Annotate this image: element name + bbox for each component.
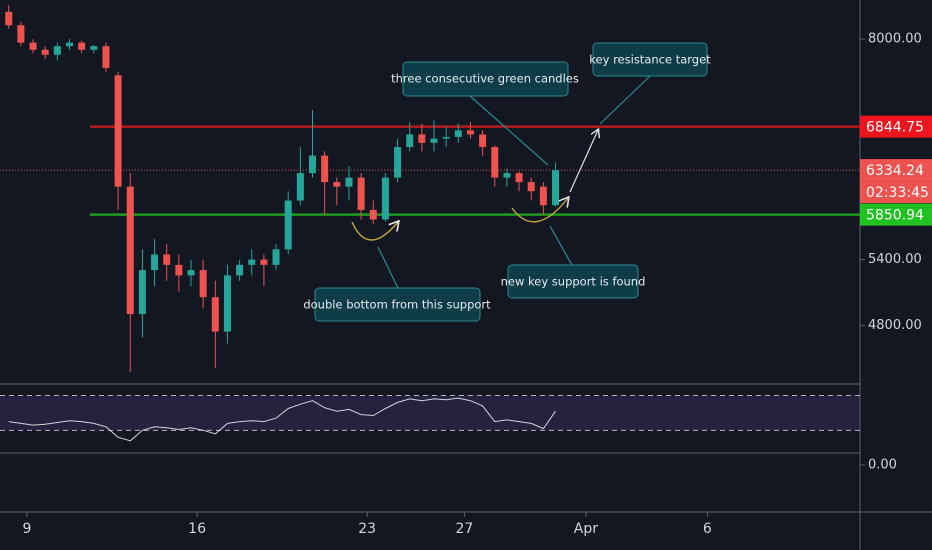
callout-box bbox=[402, 61, 569, 97]
curve-arrow bbox=[511, 198, 568, 223]
y-tick-label: 5400.00 bbox=[868, 252, 922, 267]
x-tick-label: 23 bbox=[358, 521, 376, 537]
x-tick-label: 16 bbox=[188, 521, 206, 537]
candle-body bbox=[284, 200, 292, 250]
y-tick-label: 4800.00 bbox=[868, 318, 922, 333]
candle-body bbox=[296, 173, 304, 201]
y-tick-label: 8000.00 bbox=[868, 32, 922, 47]
candle-body bbox=[552, 170, 560, 206]
candle-body bbox=[175, 264, 183, 276]
candle-body bbox=[491, 147, 499, 178]
candle-body bbox=[90, 46, 98, 50]
candle-body bbox=[114, 75, 122, 187]
candle-body bbox=[53, 46, 61, 55]
callout-pointer bbox=[599, 75, 651, 125]
x-tick-label: 6 bbox=[703, 521, 712, 537]
candle-body bbox=[211, 297, 219, 332]
candle-body bbox=[333, 182, 341, 187]
candle-body bbox=[163, 254, 171, 265]
candle-body bbox=[138, 270, 146, 315]
candle-body bbox=[503, 173, 511, 178]
price-label: 6334.24 bbox=[866, 163, 924, 179]
candle-body bbox=[357, 177, 365, 210]
candle-body bbox=[479, 134, 487, 148]
candle-body bbox=[151, 254, 159, 271]
callout-text: new key support is found bbox=[501, 275, 646, 289]
candle-body bbox=[369, 209, 377, 220]
callout-box bbox=[507, 264, 639, 299]
candle-body bbox=[260, 259, 268, 265]
callout-text: three consecutive green candles bbox=[391, 72, 579, 86]
candle-body bbox=[223, 275, 231, 332]
candle-body bbox=[41, 49, 49, 55]
candle-body bbox=[187, 270, 195, 276]
candle-body bbox=[5, 11, 13, 26]
candle-body bbox=[248, 259, 256, 265]
target-arrow bbox=[569, 130, 598, 193]
rsi-band bbox=[0, 395, 860, 431]
callout-text: key resistance target bbox=[589, 53, 711, 67]
price-label-box bbox=[860, 159, 932, 182]
candle-body bbox=[442, 136, 450, 139]
callout-pointer bbox=[549, 225, 573, 266]
candle-body bbox=[29, 42, 37, 50]
candle-body bbox=[418, 134, 426, 143]
callout-box bbox=[592, 42, 708, 77]
callout-text: double bottom from this support bbox=[303, 298, 491, 312]
candle-body bbox=[345, 177, 353, 187]
candle-body bbox=[272, 249, 280, 265]
price-label-box bbox=[860, 115, 932, 138]
y-tick-label: 0.00 bbox=[868, 458, 897, 473]
candle-body bbox=[394, 147, 402, 178]
candle-body bbox=[309, 155, 317, 174]
candle-body bbox=[321, 155, 329, 183]
price-label: 5850.94 bbox=[866, 208, 924, 224]
price-label: 6844.75 bbox=[866, 120, 924, 136]
candle-body bbox=[454, 130, 462, 137]
candle-body bbox=[102, 46, 110, 68]
price-label-box bbox=[860, 203, 932, 226]
candle-body bbox=[236, 264, 244, 276]
x-tick-label: 9 bbox=[23, 521, 32, 537]
callout: double bottom from this support bbox=[303, 246, 491, 322]
rsi-line bbox=[8, 397, 556, 442]
candle-body bbox=[381, 177, 389, 220]
callout: three consecutive green candles bbox=[391, 61, 579, 166]
callout-pointer bbox=[469, 95, 549, 166]
candle-body bbox=[527, 182, 535, 192]
countdown: 02:33:45 bbox=[866, 185, 929, 201]
candle-body bbox=[466, 130, 474, 135]
x-tick-label: Apr bbox=[574, 521, 598, 537]
curve-arrow bbox=[351, 222, 398, 241]
candle-body bbox=[199, 270, 207, 298]
x-tick-label: 27 bbox=[455, 521, 473, 537]
candle-body bbox=[78, 42, 86, 50]
candle-body bbox=[406, 134, 414, 148]
annotations: three consecutive green candles key resi… bbox=[303, 42, 711, 322]
candle-body bbox=[430, 138, 438, 143]
candle-body bbox=[126, 186, 134, 315]
callout-pointer bbox=[377, 246, 399, 289]
callout: new key support is found bbox=[501, 225, 646, 299]
candle-body bbox=[17, 25, 25, 43]
candle-body bbox=[515, 173, 523, 183]
callout-box bbox=[314, 287, 481, 322]
candle-body bbox=[65, 42, 73, 47]
candle-body bbox=[539, 186, 547, 206]
callout: key resistance target bbox=[589, 42, 711, 125]
countdown-box bbox=[860, 181, 932, 204]
price-pane bbox=[0, 5, 860, 372]
